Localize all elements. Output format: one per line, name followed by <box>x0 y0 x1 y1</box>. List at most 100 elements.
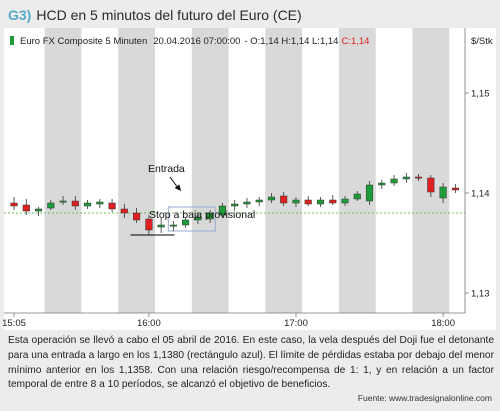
candlestick-chart: 1,13 1,14 1,15 15:05 16:00 17:00 18:00 Euro F… <box>2 28 496 330</box>
candle <box>206 210 214 223</box>
candle-body <box>157 224 165 228</box>
candle <box>415 174 423 181</box>
candle <box>427 175 435 197</box>
candle <box>59 196 67 205</box>
candle-body <box>304 199 312 205</box>
shaded-periods <box>44 28 450 313</box>
candle <box>145 215 153 235</box>
shaded-period <box>412 28 450 313</box>
x-tick-label: 17:00 <box>284 318 308 329</box>
candle-body <box>341 198 349 204</box>
candle-body <box>218 205 226 216</box>
candle-body <box>451 187 459 191</box>
candle <box>439 183 447 203</box>
candle-body <box>84 202 92 207</box>
shaded-period <box>265 28 303 313</box>
candle <box>341 196 349 206</box>
candle-body <box>267 196 276 201</box>
candle-body <box>439 186 447 199</box>
candle <box>280 192 288 206</box>
candle <box>255 197 263 206</box>
header-close: C:1,14 <box>341 36 369 47</box>
candle <box>267 193 276 203</box>
stop-label: Stop a baja provisional <box>149 209 255 221</box>
candles <box>10 173 459 235</box>
candle-body <box>390 178 398 184</box>
entry-box <box>167 206 216 232</box>
header-ohlc: - O:1,14 H:1,14 L:1,14 <box>244 36 338 47</box>
figure-number: G3) <box>8 7 32 23</box>
candle-body <box>169 224 177 227</box>
candle-body <box>316 199 325 205</box>
candle <box>47 200 55 210</box>
candle-body <box>22 204 30 212</box>
candle <box>378 180 386 189</box>
candle-body <box>34 208 43 212</box>
x-tick-label: 18:00 <box>431 318 455 329</box>
candle-body <box>108 202 116 210</box>
candle <box>316 197 325 207</box>
candle <box>22 199 30 215</box>
candle <box>365 181 374 205</box>
candle <box>169 221 177 231</box>
entry-arrow-shaft <box>169 176 179 189</box>
source-credit: Fuente: www.tradesignalonline.com <box>357 393 492 403</box>
candle <box>353 191 361 201</box>
candle-body <box>10 202 18 207</box>
candle <box>402 173 410 183</box>
chart-header: Euro FX Composite 5 Minuten 20.04.2016 07… <box>20 36 369 47</box>
x-axis: 15:05 16:00 17:00 18:00 <box>2 313 455 329</box>
candle <box>329 195 337 205</box>
candle-body <box>378 182 386 186</box>
candle-body <box>71 200 79 207</box>
candle-body <box>280 195 288 204</box>
candle <box>108 199 116 212</box>
candle <box>182 217 190 228</box>
candle <box>390 175 398 186</box>
candle-body <box>182 219 190 226</box>
instrument-name: Euro FX Composite 5 Minuten <box>20 36 147 47</box>
y-tick-label: 1,13 <box>471 289 490 300</box>
candle <box>194 213 202 224</box>
candle <box>133 208 141 223</box>
x-tick-label: 16:00 <box>137 318 161 329</box>
candle-body <box>243 201 251 205</box>
candle <box>34 207 43 216</box>
candle-body <box>415 176 423 179</box>
candle <box>304 196 312 206</box>
y-tick-label: 1,14 <box>471 189 490 200</box>
candle <box>231 200 239 210</box>
entry-label: Entrada <box>148 163 185 175</box>
candle-body <box>47 202 55 209</box>
figure-title: G3) HCD en 5 minutos del futuro del Euro … <box>8 6 302 24</box>
candle-body <box>255 199 263 203</box>
candle-body <box>194 216 202 221</box>
candle-body <box>329 199 337 204</box>
figure-caption: Esta operación se llevó a cabo el 05 abr… <box>8 335 494 391</box>
candle-body <box>353 193 361 200</box>
candle <box>84 200 92 209</box>
candle-body <box>402 176 410 180</box>
candle-body <box>133 212 141 221</box>
entry-arrow-head <box>174 184 181 191</box>
candle <box>120 204 128 218</box>
y-axis: 1,13 1,14 1,15 <box>465 89 490 300</box>
candle <box>451 184 459 193</box>
shaded-period <box>338 28 376 313</box>
shaded-period <box>44 28 82 313</box>
shaded-period <box>118 28 155 313</box>
candle-body <box>59 200 67 203</box>
candle <box>96 199 104 208</box>
header-datetime: 20.04.2016 07:00:00 <box>153 36 240 47</box>
candle <box>157 218 165 233</box>
candle <box>243 198 251 208</box>
figure-title-text: HCD en 5 minutos del futuro del Euro (CE… <box>36 7 302 23</box>
x-tick-label: 15:05 <box>2 318 26 329</box>
candle-body <box>365 184 374 202</box>
candle-body <box>145 218 153 231</box>
candle-body <box>120 208 128 214</box>
candle-body <box>206 212 214 220</box>
legend-swatch <box>10 36 14 45</box>
candle <box>292 197 300 207</box>
